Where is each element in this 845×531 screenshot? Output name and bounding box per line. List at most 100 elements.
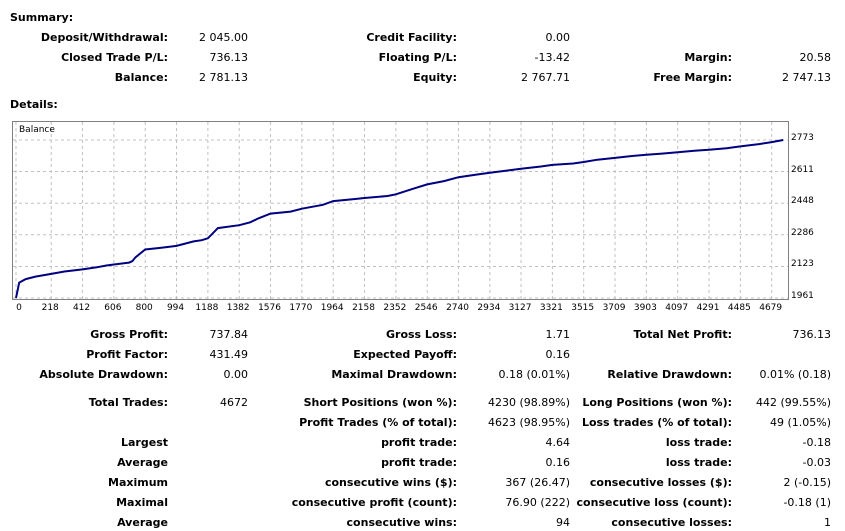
maximal-cons-loss-label: consecutive loss (count): [576,496,732,509]
long-positions-label: Long Positions (won %): [582,396,732,409]
x-tick-label: 2352 [383,303,407,313]
floating-pl-value: -13.42 [534,51,570,64]
profit-trades-label: Profit Trades (% of total): [299,416,457,429]
max-cons-wins-value: 367 (26.47) [505,476,570,489]
gross-loss-value: 1.71 [545,328,571,341]
x-tick-label: 4485 [727,303,751,313]
margin-label: Margin: [684,51,732,64]
total-trades-label: Total Trades: [88,396,168,409]
deposit-value: 2 045.00 [199,31,248,44]
x-tick-label: 3321 [539,303,563,313]
x-tick-label: 3709 [602,303,626,313]
avg-cons-losses-label: consecutive losses: [611,516,732,529]
equity-label: Equity: [413,71,457,84]
credit-value: 0.00 [545,31,571,44]
maximal-cons-profit-value: 76.90 (222) [505,496,570,509]
abs-drawdown-label: Absolute Drawdown: [39,368,168,381]
abs-drawdown-value: 0.00 [223,368,249,381]
balance-value: 2 781.13 [199,71,248,84]
x-tick-label: 1382 [226,303,250,313]
average-loss-label: loss trade: [665,456,732,469]
chart-legend: Balance [19,125,55,135]
x-tick-label: 3127 [508,303,532,313]
expected-payoff-value: 0.16 [545,348,571,361]
max-drawdown-value: 0.18 (0.01%) [498,368,570,381]
balance-label: Balance: [114,71,168,84]
x-tick-label: 4097 [665,303,689,313]
y-tick-label: 2611 [791,164,814,175]
avg-cons-wins-label: consecutive wins: [346,516,457,529]
floating-pl-label: Floating P/L: [378,51,457,64]
avg-cons-wins-value: 94 [556,516,570,529]
gross-profit-label: Gross Profit: [90,328,168,341]
rel-drawdown-label: Relative Drawdown: [607,368,732,381]
free-margin-value: 2 747.13 [782,71,831,84]
x-tick-label: 2158 [352,303,375,313]
y-tick-label: 2123 [791,259,814,270]
summary-title: Summary: [10,11,74,24]
balance-chart: Balance [12,121,789,300]
short-positions-label: Short Positions (won %): [303,396,457,409]
largest-label: Largest [121,436,168,449]
profit-factor-value: 431.49 [209,348,249,361]
x-tick-label: 2934 [477,303,501,313]
total-net-profit-label: Total Net Profit: [633,328,733,341]
x-tick-label: 4291 [696,303,720,313]
long-positions-value: 442 (99.55%) [755,396,831,409]
average2-label: Average [117,516,168,529]
x-tick-label: 800 [135,303,153,313]
x-tick-label: 1770 [289,303,313,313]
y-tick-label: 1961 [791,291,814,301]
x-tick-label: 606 [104,303,122,313]
details-title: Details: [10,98,58,111]
x-tick-label: 4679 [759,303,783,313]
closed-pl-value: 736.13 [209,51,249,64]
x-tick-label: 412 [72,303,91,313]
margin-value: 20.58 [799,51,832,64]
closed-pl-label: Closed Trade P/L: [61,51,168,64]
largest-loss-label: loss trade: [665,436,732,449]
largest-loss-value: -0.18 [802,436,831,449]
x-tick-label: 1964 [320,303,344,313]
max-drawdown-label: Maximal Drawdown: [331,368,457,381]
x-tick-label: 2740 [446,303,469,313]
average-label: Average [117,456,168,469]
y-tick-label: 2286 [791,227,814,238]
total-net-profit-value: 736.13 [792,328,832,341]
credit-label: Credit Facility: [366,31,457,44]
maximal-cons-loss-value: -0.18 (1) [783,496,831,509]
maximal-cons-profit-label: consecutive profit (count): [291,496,457,509]
total-trades-value: 4672 [220,396,248,409]
maximum-label: Maximum [108,476,168,489]
avg-cons-losses-value: 1 [824,516,831,529]
gross-profit-value: 737.84 [209,328,249,341]
y-tick-label: 2773 [791,133,814,143]
largest-profit-label: profit trade: [381,436,457,449]
free-margin-label: Free Margin: [653,71,732,84]
x-tick-label: 1576 [258,303,281,313]
x-tick-label: 3903 [633,303,657,313]
x-tick-label: 994 [166,303,185,313]
balance-chart-svg [13,122,788,299]
max-cons-wins-label: consecutive wins ($): [324,476,457,489]
short-positions-value: 4230 (98.89%) [487,396,570,409]
x-tick-label: 2546 [414,303,438,313]
x-tick-label: 0 [16,303,22,313]
x-tick-label: 3515 [571,303,595,313]
balance-series-line [15,139,784,299]
x-tick-label: 1188 [195,303,219,313]
max-cons-losses-label: consecutive losses ($): [589,476,732,489]
average-loss-value: -0.03 [802,456,831,469]
average-profit-value: 0.16 [545,456,571,469]
profit-trades-value: 4623 (98.95%) [487,416,570,429]
maximal-label: Maximal [116,496,168,509]
expected-payoff-label: Expected Payoff: [353,348,457,361]
max-cons-losses-value: 2 (-0.15) [783,476,831,489]
rel-drawdown-value: 0.01% (0.18) [759,368,831,381]
loss-trades-value: 49 (1.05%) [769,416,831,429]
x-tick-label: 218 [41,303,59,313]
profit-factor-label: Profit Factor: [86,348,168,361]
equity-value: 2 767.71 [521,71,570,84]
loss-trades-label: Loss trades (% of total): [581,416,732,429]
deposit-label: Deposit/Withdrawal: [40,31,168,44]
